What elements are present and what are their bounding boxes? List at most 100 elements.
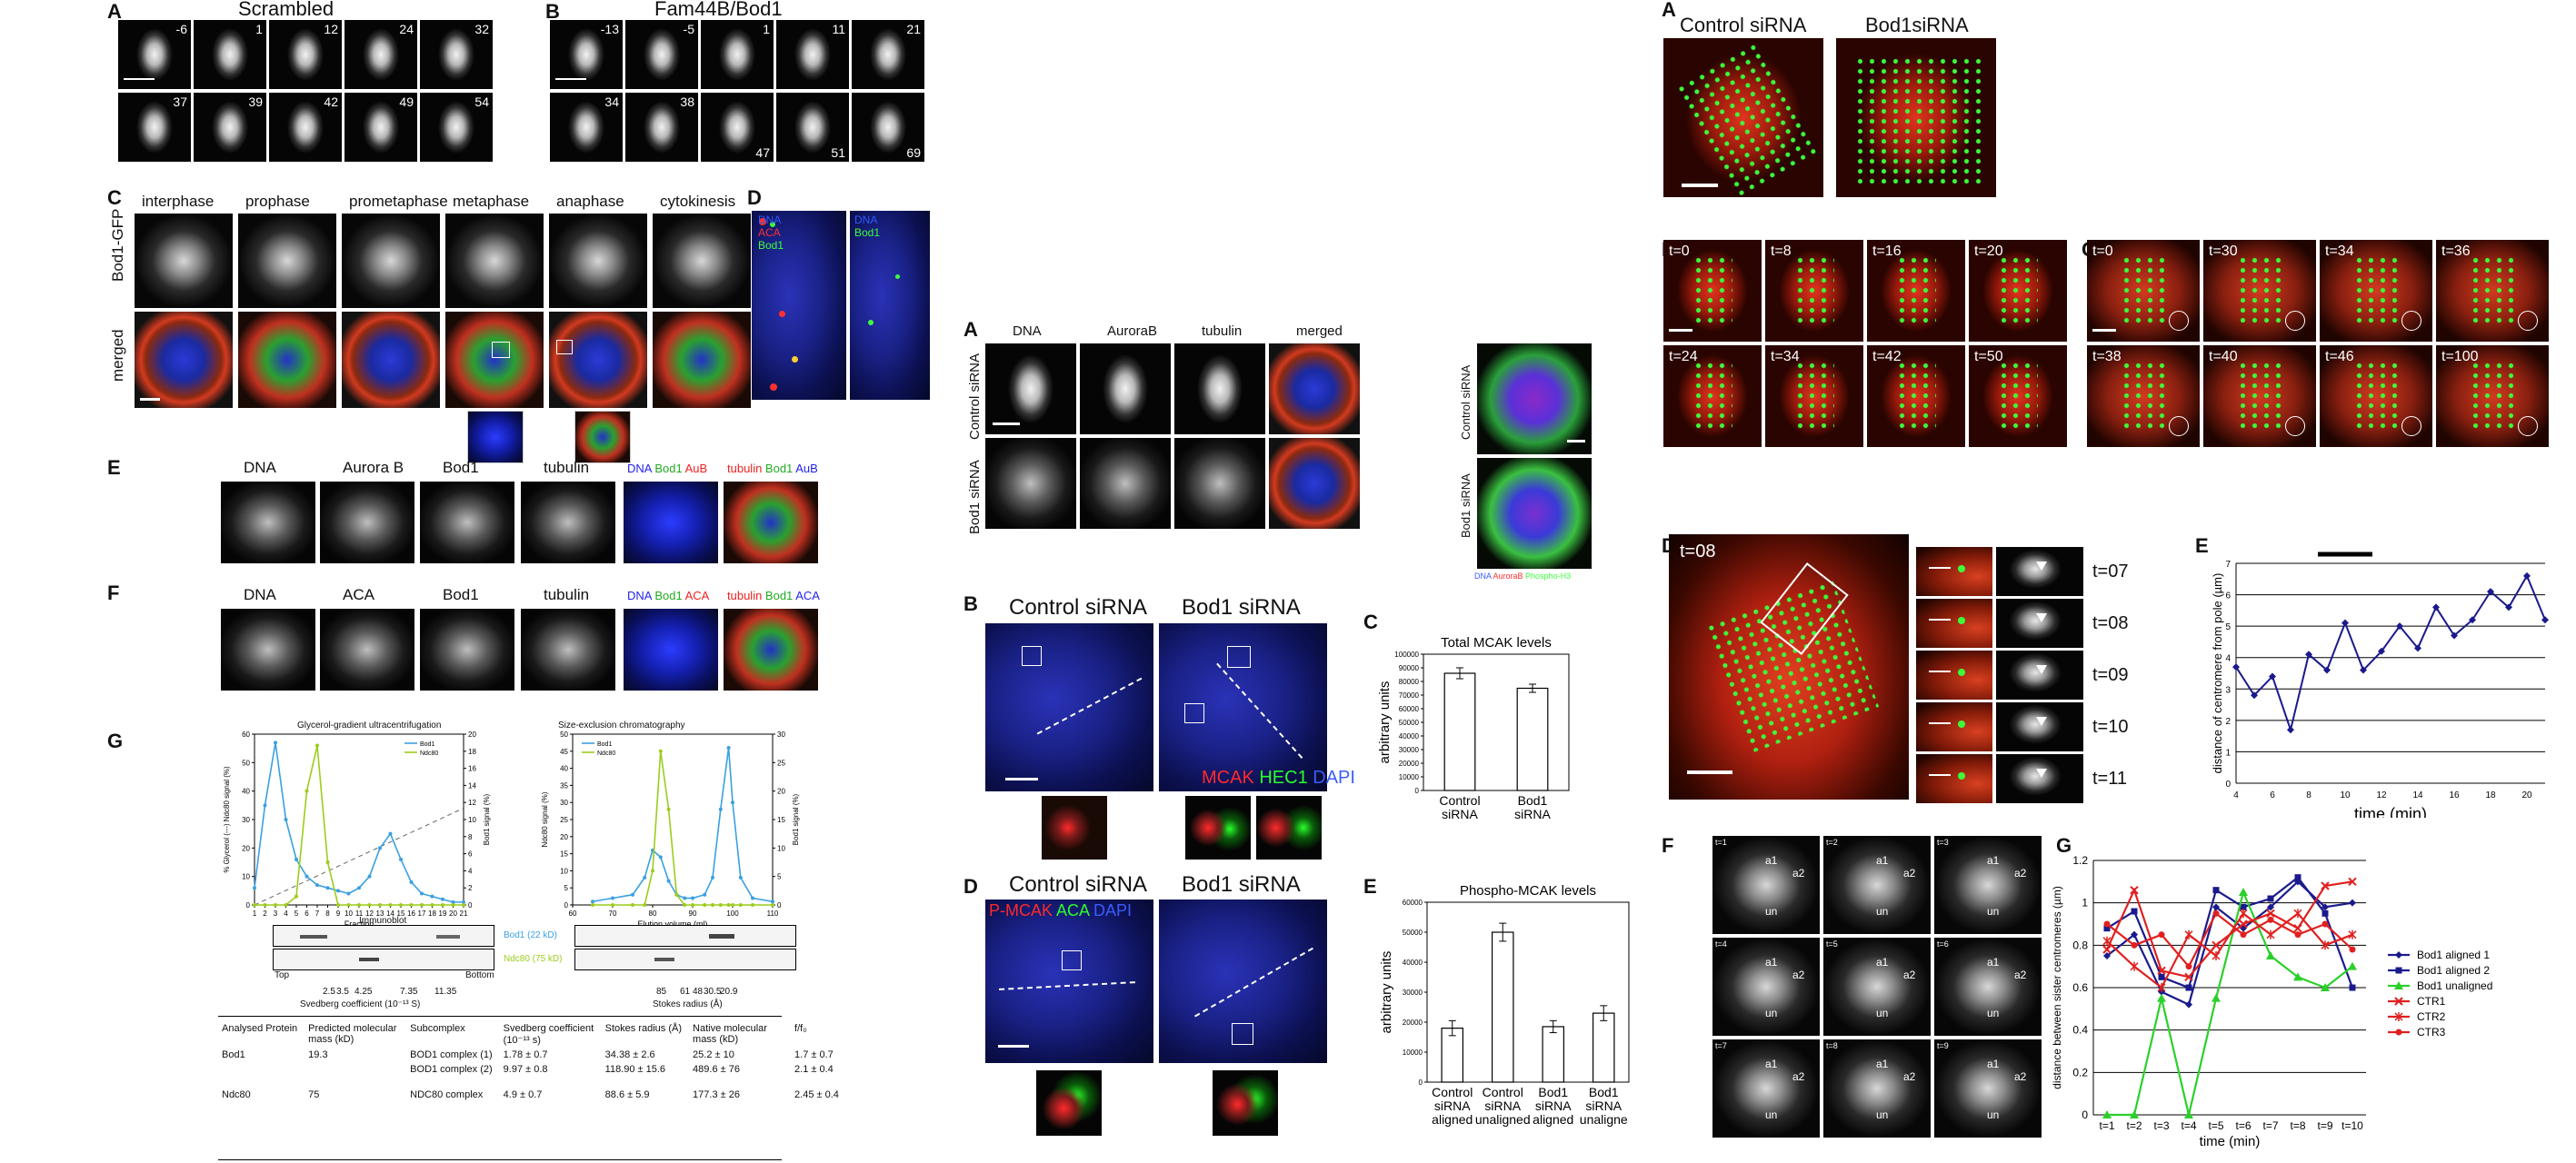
data-point bbox=[367, 874, 372, 879]
kinetochore-signal bbox=[1998, 360, 2038, 432]
channel-image-bod1 bbox=[985, 438, 1076, 529]
data-point bbox=[2266, 909, 2275, 919]
channel-label: tubulin bbox=[544, 586, 590, 603]
y-tick-label: 2 bbox=[2225, 717, 2231, 727]
frame-time: t=6 bbox=[1937, 939, 1949, 949]
data-point bbox=[2293, 972, 2302, 981]
frame-time: -5 bbox=[683, 22, 694, 36]
data-point bbox=[346, 903, 351, 907]
series-line-ndc80 bbox=[255, 745, 464, 906]
y-tick-label: 0.2 bbox=[2072, 1066, 2088, 1079]
data-point bbox=[325, 886, 330, 890]
channel-label: AuroraB bbox=[1107, 323, 1158, 339]
y-tick-label: 30 bbox=[560, 799, 568, 807]
anaphase-roi bbox=[556, 340, 573, 354]
data-point bbox=[658, 855, 663, 860]
timelapse-frame: t=24 bbox=[1663, 345, 1762, 447]
data-point bbox=[643, 875, 647, 880]
stage-label: metaphase bbox=[453, 193, 530, 210]
table-cell: 2.1 ± 0.4 bbox=[794, 1064, 834, 1075]
timelapse-frame: t=42 bbox=[1867, 345, 1965, 447]
legend-entry: MCAK bbox=[1202, 768, 1260, 788]
y-tick-label: 6 bbox=[2225, 591, 2231, 601]
overlay-label: Bod1 bbox=[854, 226, 881, 239]
data-point bbox=[2212, 940, 2221, 950]
data-point bbox=[2267, 895, 2274, 902]
panel-label-3g: G bbox=[2056, 834, 2072, 857]
legend-entry: P-MCAK bbox=[989, 901, 1057, 919]
anaphase-inset bbox=[574, 411, 631, 463]
data-point bbox=[2131, 941, 2138, 949]
data-point bbox=[711, 875, 714, 880]
merged-image bbox=[238, 312, 336, 408]
arrowhead bbox=[2036, 769, 2047, 778]
overlay-label: DNA bbox=[758, 214, 782, 226]
data-point bbox=[674, 892, 679, 897]
y-tick-label: 0.8 bbox=[2072, 939, 2088, 951]
tracked-circle bbox=[2169, 311, 2189, 331]
merge-image-1 bbox=[624, 482, 718, 563]
channel-label: tubulin bbox=[544, 459, 590, 476]
legend-label: Ndc80 bbox=[420, 750, 438, 757]
timelapse-frame: 47 bbox=[701, 93, 774, 162]
y-tick-label: 45 bbox=[560, 748, 568, 756]
row-label-bod1-2a: Bod1 siRNA bbox=[967, 460, 983, 534]
centromere-series-line bbox=[2235, 573, 2546, 733]
data-point bbox=[399, 903, 403, 907]
data-point bbox=[409, 880, 414, 884]
data-point bbox=[2432, 603, 2440, 611]
kinetochore-dot bbox=[1958, 669, 1965, 676]
data-point bbox=[651, 869, 654, 873]
x-tick-label: 8 bbox=[325, 910, 330, 918]
x-axis-label: Fraction bbox=[344, 919, 374, 929]
data-point bbox=[2294, 931, 2301, 939]
panel-2b-title-bod1: Bod1 siRNA bbox=[1182, 595, 1301, 620]
category-label: siRNA bbox=[1442, 807, 1478, 821]
frame-time: 51 bbox=[831, 145, 845, 160]
y-tick-label: 3 bbox=[2225, 685, 2231, 695]
data-point bbox=[2240, 903, 2247, 910]
merge-image-1 bbox=[624, 609, 718, 691]
mark-a2: a2 bbox=[2014, 867, 2027, 880]
panel-label-1c: C bbox=[107, 186, 122, 209]
timelapse-frame: -13 bbox=[550, 20, 623, 89]
blot-label-ndc80: Ndc80 (75 kD) bbox=[504, 954, 563, 964]
frame-time: t=24 bbox=[1669, 349, 1698, 364]
y2-tick-label: 6 bbox=[468, 850, 473, 859]
data-point bbox=[2287, 726, 2294, 734]
data-point bbox=[430, 894, 434, 899]
panel-label-1d: D bbox=[747, 186, 762, 209]
strip-frame-color bbox=[1916, 702, 1992, 751]
channel-image bbox=[521, 482, 615, 563]
g-right-title: Size-exclusion chromatography bbox=[558, 721, 685, 731]
frame-time: t=38 bbox=[2092, 349, 2122, 364]
y2-axis-label: Bod1 signal (%) bbox=[483, 793, 491, 845]
data-point bbox=[2184, 972, 2193, 982]
series-line-ndc80 bbox=[593, 750, 773, 906]
y-tick-label: 90000 bbox=[1399, 664, 1420, 672]
data-point bbox=[2212, 910, 2220, 917]
table-cell: 1.7 ± 0.7 bbox=[794, 1049, 834, 1060]
data-point bbox=[2239, 919, 2248, 929]
data-point bbox=[703, 892, 707, 897]
data-point bbox=[2349, 984, 2356, 991]
frame-time: t=9 bbox=[1937, 1041, 1949, 1050]
y-tick-label: 1.2 bbox=[2072, 854, 2088, 867]
channel-image-control bbox=[1174, 343, 1265, 434]
strip-frame-color bbox=[1916, 651, 1992, 700]
channel-label: merged bbox=[1296, 323, 1343, 339]
data-point bbox=[315, 883, 319, 888]
bar bbox=[1443, 672, 1476, 791]
mark-a2: a2 bbox=[1792, 969, 1805, 981]
y2-tick-label: 18 bbox=[468, 748, 476, 756]
data-point bbox=[346, 891, 351, 896]
x-tick-label: 14 bbox=[386, 910, 394, 918]
channel-label: Aurora B bbox=[343, 459, 404, 476]
panel-2d-inset-control bbox=[1036, 1070, 1102, 1136]
panel-2d-title-bod1: Bod1 siRNA bbox=[1182, 872, 1301, 897]
y-tick-label: 20 bbox=[242, 844, 250, 852]
data-point bbox=[357, 886, 361, 890]
data-point bbox=[731, 903, 734, 907]
y2-tick-label: 8 bbox=[468, 833, 473, 841]
panel-2d-legend: P-MCAK ACA DAPI bbox=[989, 901, 1132, 920]
